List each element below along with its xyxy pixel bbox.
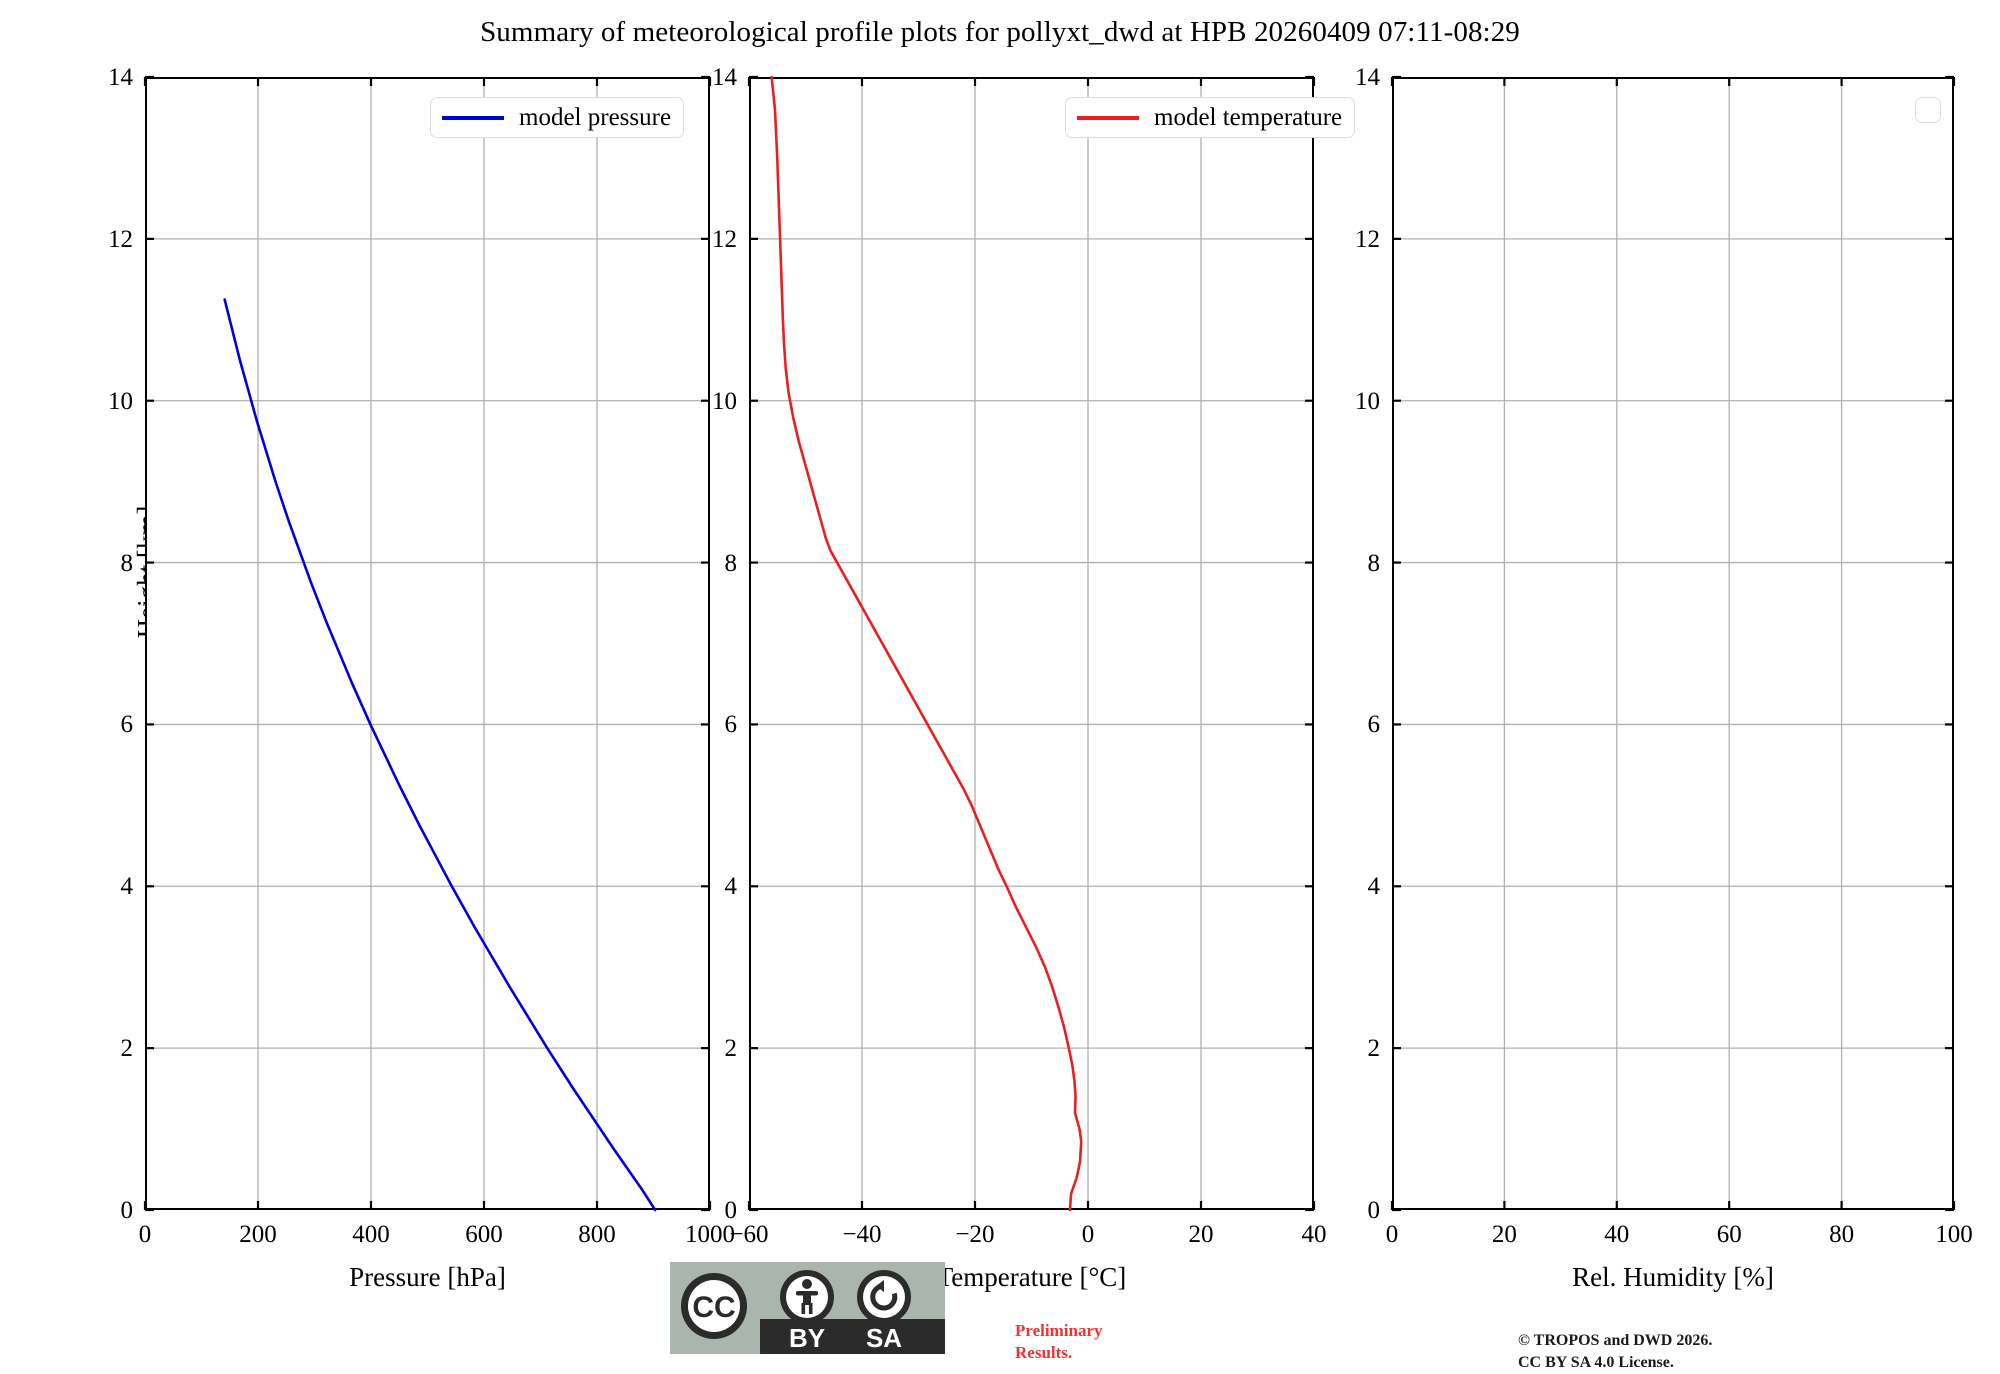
- legend-humidity-empty[interactable]: [1915, 97, 1941, 123]
- panel-temperature: [747, 75, 1316, 1212]
- ytick-label-temperature: 14: [712, 64, 737, 91]
- axes-frame-temperature: [749, 77, 1314, 1210]
- plot-area-pressure: [143, 75, 712, 1212]
- credit-line-2: CC BY SA 4.0 License.: [1518, 1354, 1674, 1372]
- ytick-label-pressure: 8: [120, 549, 134, 577]
- ytick-label-pressure: 0: [120, 1197, 134, 1224]
- ytick-label-temperature: 4: [724, 873, 738, 901]
- xtick-label-humidity: 0: [1385, 1221, 1399, 1248]
- legend-label-temperature: model temperature: [1154, 104, 1343, 131]
- legend-label-pressure: model pressure: [519, 104, 672, 131]
- ytick-label-pressure: 14: [108, 64, 133, 91]
- panel-pressure: [143, 75, 712, 1212]
- xtick-label-humidity: 60: [1716, 1221, 1742, 1248]
- ytick-label-temperature: 8: [724, 549, 738, 577]
- x-axis-label-temperature: Temperature [°C]: [936, 1262, 1127, 1292]
- xtick-label-temperature: −60: [729, 1221, 769, 1248]
- panel-humidity: [1390, 75, 1956, 1212]
- xtick-label-humidity: 40: [1604, 1221, 1630, 1248]
- ytick-label-temperature: 2: [724, 1035, 738, 1063]
- ytick-label-humidity: 14: [1355, 64, 1380, 91]
- ytick-label-humidity: 4: [1367, 873, 1381, 901]
- badge-sa-text: SA: [866, 1323, 902, 1353]
- xtick-label-temperature: 20: [1188, 1221, 1214, 1248]
- axes-frame-pressure: [145, 77, 710, 1210]
- ytick-label-humidity: 2: [1367, 1035, 1381, 1063]
- xtick-label-temperature: −40: [842, 1221, 882, 1248]
- legend-line-pressure-icon: [442, 115, 504, 120]
- xtick-label-temperature: 0: [1081, 1221, 1095, 1248]
- ytick-label-temperature: 0: [724, 1197, 738, 1224]
- copyright-notice: © TROPOS and DWD 2026. CC BY SA 4.0 Lice…: [1518, 1330, 1712, 1374]
- xtick-label-humidity: 20: [1491, 1221, 1517, 1248]
- axes-frame-humidity: [1392, 77, 1954, 1210]
- ytick-label-pressure: 10: [108, 387, 133, 415]
- preliminary-results-note: Preliminary Results.: [1015, 1320, 1103, 1365]
- xtick-label-temperature: −20: [955, 1221, 995, 1248]
- ytick-label-temperature: 10: [712, 387, 737, 415]
- legend-pressure[interactable]: model pressure: [430, 97, 685, 138]
- badge-by-text: BY: [789, 1323, 825, 1353]
- plot-area-humidity: [1390, 75, 1956, 1212]
- ytick-label-temperature: 6: [724, 711, 738, 739]
- ytick-label-pressure: 12: [108, 225, 133, 253]
- preliminary-line-1: Preliminary: [1015, 1321, 1103, 1340]
- legend-temperature[interactable]: model temperature: [1065, 97, 1356, 138]
- svg-text:CC: CC: [692, 1291, 735, 1324]
- ytick-label-pressure: 6: [120, 711, 134, 739]
- xtick-label-humidity: 80: [1829, 1221, 1855, 1248]
- ytick-label-pressure: 4: [120, 873, 134, 901]
- credit-line-1: © TROPOS and DWD 2026.: [1518, 1332, 1713, 1349]
- xtick-label-pressure: 400: [352, 1221, 390, 1248]
- ytick-label-humidity: 0: [1367, 1197, 1381, 1224]
- page-title: Summary of meteorological profile plots …: [480, 16, 1520, 48]
- xtick-label-humidity: 100: [1935, 1221, 1973, 1248]
- ytick-label-pressure: 2: [120, 1035, 134, 1063]
- preliminary-line-2: Results.: [1015, 1343, 1073, 1363]
- xtick-label-pressure: 1000: [685, 1221, 735, 1248]
- series-line-pressure-0: [223, 298, 657, 1212]
- series-line-temperature-0: [770, 75, 1083, 1212]
- ytick-label-humidity: 10: [1355, 387, 1380, 415]
- x-axis-label-humidity: Rel. Humidity [%]: [1572, 1262, 1774, 1292]
- xtick-label-temperature: 40: [1301, 1221, 1327, 1248]
- cc-license-badge-icon: CC BY SA: [670, 1262, 945, 1354]
- xtick-label-pressure: 600: [465, 1221, 503, 1248]
- xtick-label-pressure: 800: [578, 1221, 616, 1248]
- legend-line-temperature-icon: [1077, 115, 1139, 120]
- xtick-label-pressure: 0: [138, 1221, 152, 1248]
- ytick-label-temperature: 12: [712, 225, 737, 253]
- ytick-label-humidity: 8: [1367, 549, 1381, 577]
- plot-area-temperature: [747, 75, 1316, 1212]
- ytick-label-humidity: 6: [1367, 711, 1381, 739]
- x-axis-label-pressure: Pressure [hPa]: [349, 1262, 506, 1292]
- ytick-label-humidity: 12: [1355, 225, 1380, 253]
- xtick-label-pressure: 200: [239, 1221, 277, 1248]
